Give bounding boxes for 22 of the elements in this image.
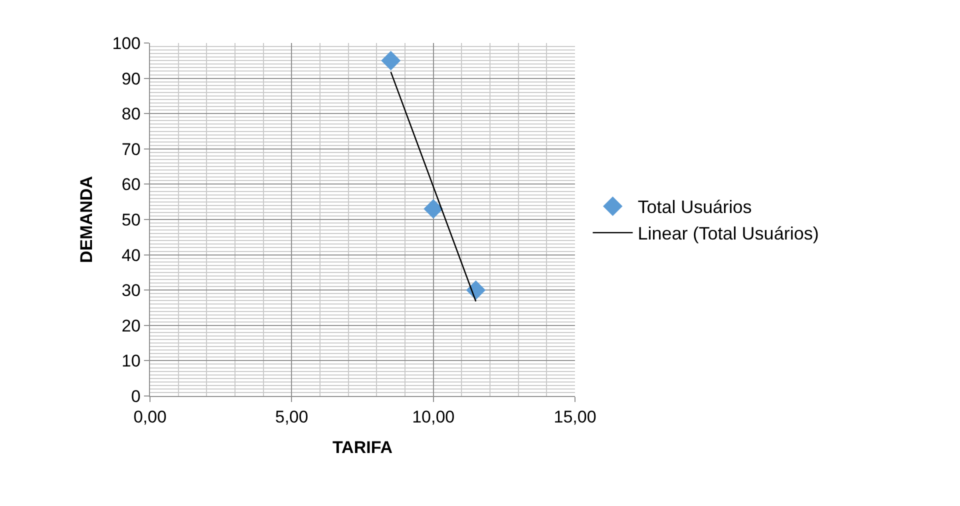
- point: [381, 50, 401, 70]
- y-tick-label: 100: [112, 34, 141, 53]
- y-tick-label: 30: [122, 281, 141, 300]
- x-axis-title: TARIFA: [332, 438, 393, 457]
- x-tick-label: 15,00: [554, 407, 596, 426]
- y-tick-label: 80: [122, 104, 141, 124]
- x-tick-label: 0,00: [133, 407, 167, 426]
- y-tick-label: 60: [122, 175, 141, 194]
- y-tick-label: 0: [131, 386, 141, 406]
- y-tick-label: 50: [122, 210, 141, 230]
- legend-label: Linear (Total Usuários): [638, 224, 819, 244]
- legend-label: Total Usuários: [638, 197, 752, 218]
- y-tick-label: 90: [122, 69, 141, 88]
- y-tick-label: 70: [122, 140, 141, 159]
- y-tick-label: 20: [122, 316, 141, 336]
- y-tick-label: 10: [122, 352, 141, 371]
- x-tick-label: 5,00: [275, 407, 308, 426]
- point: [466, 280, 486, 300]
- point: [424, 199, 444, 219]
- y-tick-label: 40: [122, 246, 141, 265]
- y-axis-title: DEMANDA: [76, 176, 96, 263]
- x-tick-label: 10,00: [412, 407, 455, 426]
